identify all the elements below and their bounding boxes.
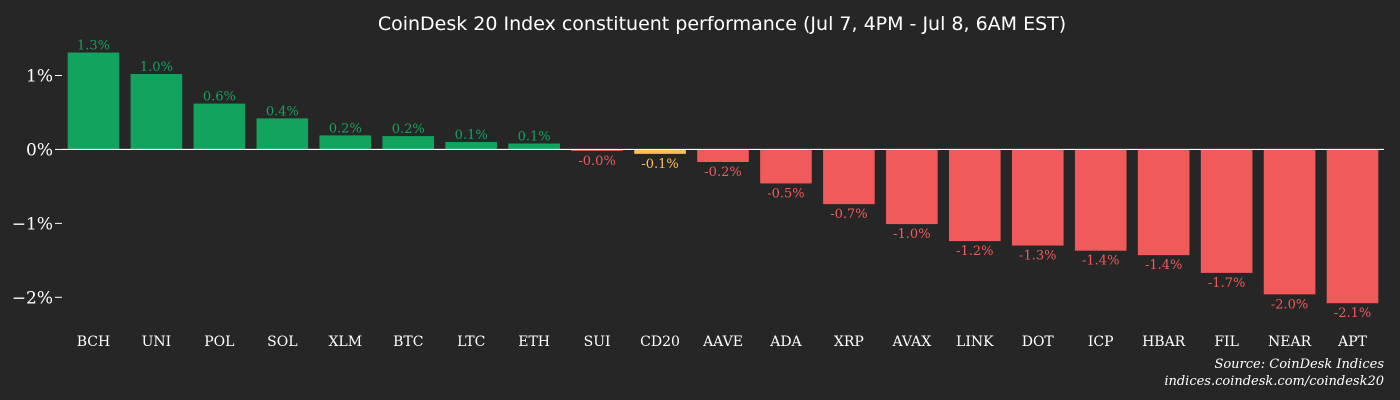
data-label-sui: -0.0% (578, 154, 615, 169)
x-tick-label-bch: BCH (77, 334, 110, 350)
x-tick-label-aave: AAVE (702, 334, 743, 350)
bar-link (948, 149, 1001, 242)
x-tick-label-ltc: LTC (457, 334, 485, 350)
data-label-xrp: -0.7% (830, 207, 867, 222)
bar-apt (1326, 149, 1379, 304)
bar-xrp (823, 149, 875, 205)
x-tick-label-apt: APT (1337, 334, 1368, 350)
bar-dot (1011, 149, 1064, 246)
y-tick-label: −1% (12, 214, 53, 234)
x-axis: BCH UNI POL SOL XLM BTC LTC ETH SUI CD20 AAVE ADA XR… (77, 334, 1368, 350)
x-tick-label-ada: ADA (769, 334, 802, 350)
y-tick-label: −2% (12, 288, 53, 308)
x-tick-label-avax: AVAX (892, 334, 932, 350)
x-tick-label-link: LINK (956, 334, 994, 350)
data-label-uni: 1.0% (140, 60, 173, 75)
bar-btc (382, 136, 435, 150)
x-tick-label-cd20: CD20 (640, 334, 680, 350)
bar-ltc (445, 142, 498, 150)
data-label-icp: -1.4% (1082, 254, 1119, 269)
data-label-apt: -2.1% (1334, 306, 1371, 321)
x-tick-label-fil: FIL (1214, 334, 1239, 350)
data-label-ltc: 0.1% (455, 128, 488, 143)
x-tick-label-sol: SOL (267, 334, 297, 350)
bar-aave (697, 149, 749, 162)
x-tick-label-uni: UNI (142, 334, 172, 350)
bar-uni (130, 74, 183, 150)
data-label-fil: -1.7% (1208, 276, 1245, 291)
data-label-avax: -1.0% (893, 227, 930, 242)
bar-sol (256, 118, 309, 150)
chart-title: CoinDesk 20 Index constituent performanc… (378, 13, 1066, 35)
x-tick-label-sui: SUI (584, 334, 611, 350)
data-label-near: -2.0% (1271, 297, 1308, 312)
data-label-btc: 0.2% (392, 122, 425, 137)
data-label-ada: -0.5% (767, 186, 804, 201)
bar-bch (67, 52, 120, 150)
bar-cd20 (634, 149, 686, 154)
bar-fil (1200, 149, 1253, 273)
x-tick-label-xlm: XLM (328, 334, 362, 350)
data-label-sol: 0.4% (266, 104, 299, 119)
source-line-2: indices.coindesk.com/coindesk20 (1164, 374, 1384, 389)
data-labels: 1.3% 1.0% 0.6% 0.4% 0.2% 0.2% 0.1% 0.1% -0.0% -0.… (77, 39, 1371, 322)
x-tick-label-dot: DOT (1022, 334, 1055, 350)
bar-sui (571, 149, 623, 151)
data-label-eth: 0.1% (518, 130, 551, 145)
source-line-1: Source: CoinDesk Indices (1214, 357, 1384, 372)
x-tick-label-near: NEAR (1268, 334, 1312, 350)
data-label-dot: -1.3% (1019, 249, 1056, 264)
data-label-pol: 0.6% (203, 90, 236, 105)
y-tick-label: 0% (26, 140, 53, 160)
data-label-hbar: -1.4% (1145, 258, 1182, 273)
bar-hbar (1137, 149, 1190, 256)
x-tick-label-btc: BTC (393, 334, 423, 350)
x-tick-label-hbar: HBAR (1142, 334, 1186, 350)
y-tick-label: 1% (26, 66, 53, 86)
data-label-bch: 1.3% (77, 39, 110, 54)
bars (67, 52, 1379, 304)
data-label-link: -1.2% (956, 244, 993, 259)
x-tick-label-pol: POL (204, 334, 234, 350)
x-tick-label-eth: ETH (518, 334, 550, 350)
bar-icp (1074, 149, 1127, 251)
bar-pol (193, 103, 246, 150)
data-label-cd20: -0.1% (641, 157, 678, 172)
data-label-xlm: 0.2% (329, 121, 362, 136)
x-tick-label-icp: ICP (1088, 334, 1114, 350)
bar-xlm (319, 135, 372, 150)
bar-eth (508, 143, 560, 150)
data-label-aave: -0.2% (704, 165, 741, 180)
bar-avax (886, 149, 938, 225)
bar-near (1263, 149, 1316, 295)
x-tick-label-xrp: XRP (834, 334, 864, 350)
y-axis: 1% 0% −1% −2% (12, 66, 62, 308)
bar-ada (760, 149, 812, 184)
